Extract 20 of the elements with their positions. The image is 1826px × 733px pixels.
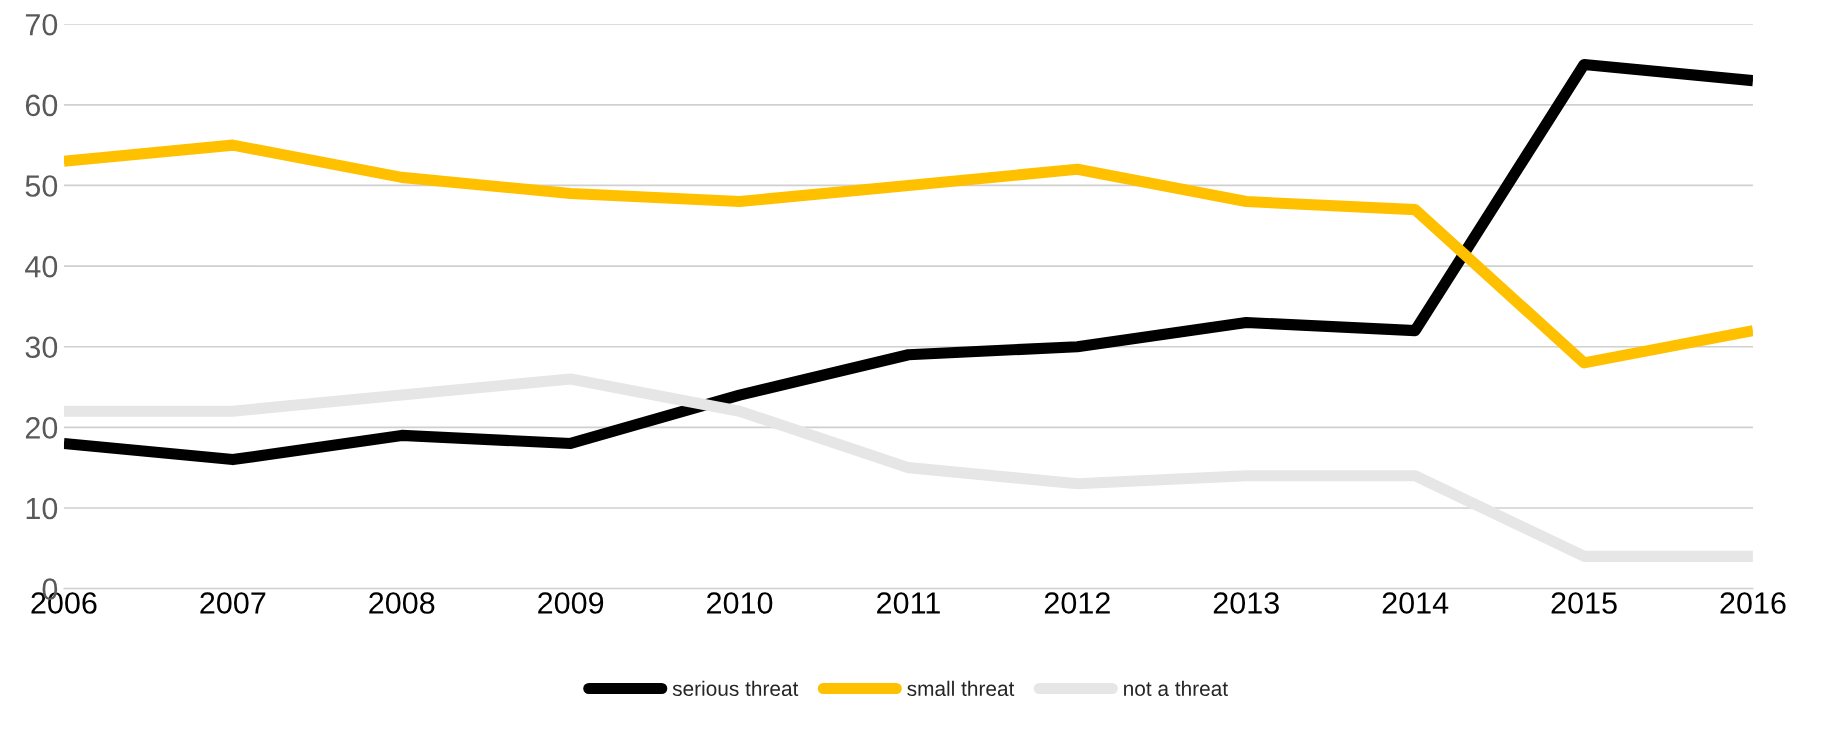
y-tick-label: 30 xyxy=(25,336,58,359)
y-tick-label: 60 xyxy=(25,94,58,117)
legend-label: not a threat xyxy=(1124,680,1228,697)
x-tick-label: 2013 xyxy=(1213,592,1279,614)
x-tick-label: 2009 xyxy=(538,592,604,614)
x-tick-label: 2014 xyxy=(1382,592,1449,614)
y-tick-label: 50 xyxy=(25,175,58,197)
y-tick-label: 20 xyxy=(25,417,58,439)
legend-label: small threat xyxy=(907,680,1015,697)
x-tick-label: 2015 xyxy=(1551,592,1617,614)
legend-label: serious threat xyxy=(672,680,799,697)
x-tick-label: 2007 xyxy=(200,592,266,614)
x-tick-label: 2011 xyxy=(877,592,940,614)
y-tick-label: 70 xyxy=(25,13,58,36)
x-tick-label: 2010 xyxy=(707,592,773,614)
x-tick-label: 2008 xyxy=(369,592,435,614)
x-tick-label: 2016 xyxy=(1720,592,1786,614)
y-tick-label: 40 xyxy=(25,255,58,278)
x-tick-label: 2012 xyxy=(1044,592,1110,614)
y-tick-label: 10 xyxy=(26,497,58,520)
